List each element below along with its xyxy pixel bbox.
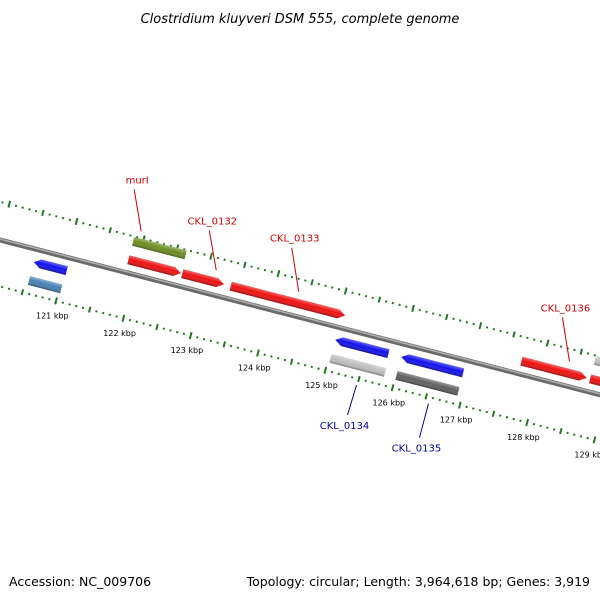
gene-label-text: CKL_0133	[270, 234, 320, 245]
tick-mark-upper	[444, 313, 449, 321]
kbp-tick-label: 123 kbp	[171, 346, 204, 355]
tick-mark-upper	[545, 339, 550, 347]
label-leader-line	[561, 317, 570, 362]
page-title: Clostridium kluyveri DSM 555, complete g…	[141, 12, 460, 27]
tick-mark-lower	[323, 366, 328, 375]
kbp-tick-label: 127 kbp	[440, 416, 473, 425]
genome-backbone	[0, 237, 600, 398]
tick-mark-lower	[54, 297, 58, 305]
tick-mark-upper	[579, 348, 584, 355]
tick-mark-lower	[491, 410, 496, 417]
gene-arrow	[520, 356, 587, 381]
gene-shading	[335, 337, 390, 359]
gene-features	[27, 236, 600, 396]
tick-mark-lower	[121, 314, 126, 322]
gene-arrow	[229, 281, 346, 319]
accession-text: Accession: NC_009706	[9, 574, 151, 589]
label-leader-line	[133, 189, 142, 232]
tick-mark-lower	[87, 306, 92, 313]
tick-mark-upper	[310, 279, 314, 286]
gene-arrow	[329, 353, 387, 377]
label-leader-line	[418, 403, 429, 438]
tick-mark-upper	[209, 252, 213, 260]
gene-arrow	[132, 236, 187, 260]
gene-shading	[229, 281, 346, 319]
gene-arrow	[593, 356, 600, 379]
gene-label-text: CKL_0132	[187, 216, 237, 227]
gene-arrow	[27, 276, 63, 294]
gene-shading	[593, 356, 600, 379]
tick-mark-upper	[411, 304, 415, 312]
backbone-highlight	[0, 238, 600, 395]
label-leader-line	[291, 247, 300, 292]
gene-arrow	[33, 259, 68, 276]
gene-shading	[401, 354, 465, 378]
backbone-line	[0, 237, 600, 398]
kbp-tick-label: 121 kbp	[36, 311, 69, 320]
tick-mark-lower	[188, 332, 193, 340]
tick-mark-upper	[478, 322, 483, 330]
tick-mark-upper	[377, 296, 382, 303]
tick-mark-lower	[289, 358, 294, 365]
gene-shading	[181, 269, 224, 287]
kbp-tick-label: 129 kbp	[574, 450, 600, 459]
tick-mark-upper	[7, 200, 12, 208]
tick-mark-upper	[343, 287, 348, 295]
tick-mark-upper	[41, 209, 45, 217]
gene-label-text: CKL_0136	[541, 303, 591, 314]
gene-shading	[33, 259, 68, 276]
tick-mark-lower	[390, 384, 395, 392]
tick-mark-lower	[592, 436, 597, 444]
genome-summary-text: Topology: circular; Length: 3,964,618 bp…	[246, 574, 590, 589]
gene-arrow	[335, 337, 390, 359]
tick-mark-upper	[512, 331, 516, 338]
gene-arrow	[127, 255, 181, 276]
gene-shading	[395, 370, 460, 396]
gene-arrow	[395, 370, 460, 396]
gene-shading	[520, 356, 587, 381]
kbp-tick-label: 124 kbp	[238, 364, 271, 373]
gene-label-text: murI	[126, 175, 149, 186]
tick-mark-lower	[256, 349, 260, 357]
tick-mark-lower	[155, 323, 159, 331]
tick-mark-lower	[458, 401, 462, 409]
gene-label-text: CKL_0135	[392, 444, 442, 455]
gene-shading	[329, 353, 387, 377]
kbp-tick-label: 126 kbp	[373, 398, 406, 407]
tick-mark-lower	[222, 341, 227, 348]
gene-labels: murI CKL_0132 CKL_0133 CKL_0134 CKL_0135 CKL_…	[126, 175, 591, 454]
tick-mark-upper	[74, 217, 79, 226]
kbp-tick-label: 128 kbp	[507, 433, 540, 442]
gene-shading	[27, 276, 63, 294]
kbp-tick-label: 122 kbp	[103, 329, 136, 338]
tick-mark-lower	[424, 393, 428, 400]
label-leader-line	[347, 384, 358, 416]
tick-mark-lower	[357, 375, 361, 383]
gene-label-text: CKL_0134	[320, 421, 370, 432]
tick-mark-lower	[525, 418, 530, 427]
kbp-tick-label: 125 kbp	[305, 381, 338, 390]
gene-arrow	[401, 354, 465, 378]
gene-arrow	[181, 269, 224, 287]
gene-shading	[127, 255, 181, 276]
tick-mark-upper	[243, 261, 247, 269]
scale-ticks: 121 kbp 122 kbp 123 kbp 124 kbp 125 kbp 126 k…	[1, 200, 600, 459]
gene-shading	[132, 236, 187, 260]
label-leader-line	[208, 230, 217, 271]
tick-mark-upper	[276, 269, 281, 278]
tick-mark-lower	[20, 289, 25, 296]
tick-mark-upper	[108, 227, 112, 234]
tick-mark-lower	[559, 428, 563, 435]
